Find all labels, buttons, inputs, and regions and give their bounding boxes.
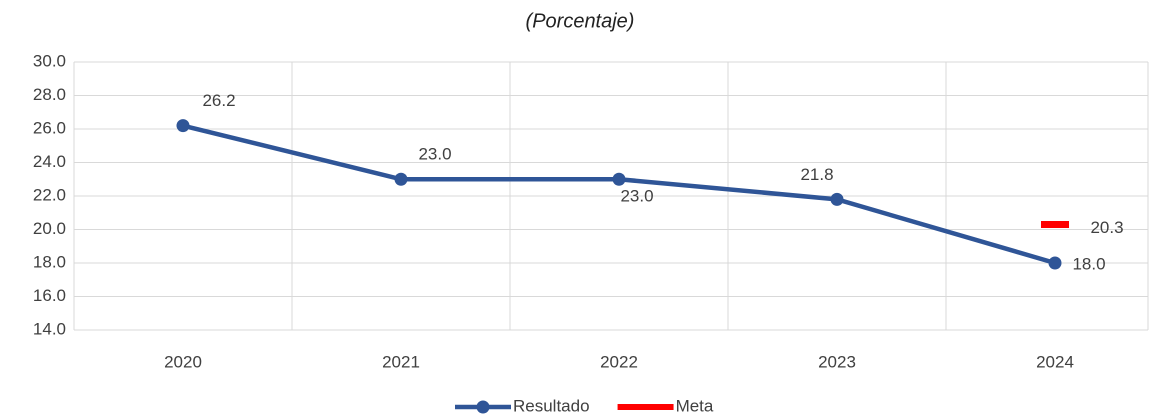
x-tick-label: 2023 xyxy=(818,352,856,371)
data-label: 23.0 xyxy=(418,145,451,164)
x-tick-label: 2020 xyxy=(164,352,202,371)
y-tick-label: 26.0 xyxy=(33,118,66,137)
data-label: 21.8 xyxy=(800,165,833,184)
data-label: 23.0 xyxy=(620,187,653,206)
marker xyxy=(1048,256,1062,270)
y-tick-label: 22.0 xyxy=(33,185,66,204)
y-tick-label: 14.0 xyxy=(33,319,66,338)
marker xyxy=(830,192,844,206)
legend-label: Resultado xyxy=(513,396,590,415)
x-tick-label: 2024 xyxy=(1036,352,1074,371)
y-tick-label: 30.0 xyxy=(33,51,66,70)
marker xyxy=(176,119,190,133)
y-tick-label: 28.0 xyxy=(33,85,66,104)
x-tick-label: 2022 xyxy=(600,352,638,371)
legend-label: Meta xyxy=(676,396,714,415)
y-tick-label: 20.0 xyxy=(33,219,66,238)
legend-marker xyxy=(476,400,490,414)
data-label: 20.3 xyxy=(1090,218,1123,237)
y-tick-label: 18.0 xyxy=(33,252,66,271)
data-label: 26.2 xyxy=(202,91,235,110)
y-tick-label: 16.0 xyxy=(33,286,66,305)
chart-title: (Porcentaje) xyxy=(526,10,635,32)
marker xyxy=(612,172,626,186)
x-tick-label: 2021 xyxy=(382,352,420,371)
marker xyxy=(394,172,408,186)
data-label: 18.0 xyxy=(1072,254,1105,273)
line xyxy=(182,123,1056,266)
y-tick-label: 24.0 xyxy=(33,152,66,171)
